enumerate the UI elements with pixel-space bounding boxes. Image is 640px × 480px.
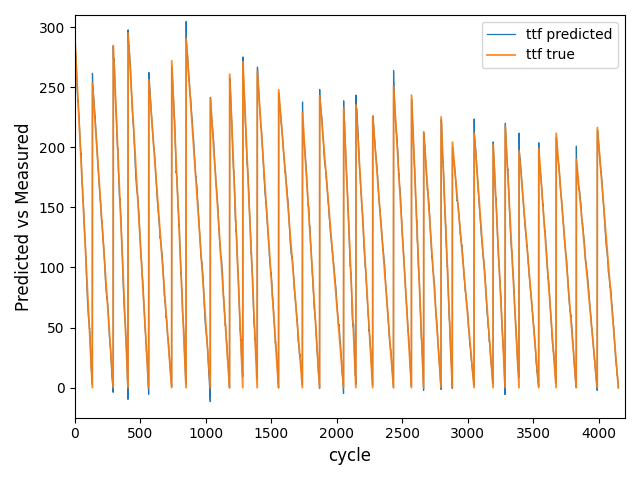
ttf predicted <box>207 399 214 405</box>
ttf true <box>92 121 99 127</box>
ttf predicted <box>92 113 99 119</box>
Y-axis label: Predicted vs Measured: Predicted vs Measured <box>15 122 33 311</box>
ttf true <box>585 290 593 296</box>
ttf predicted <box>614 385 622 391</box>
Legend: ttf predicted, ttf true: ttf predicted, ttf true <box>481 22 618 68</box>
ttf predicted <box>572 382 580 387</box>
Line: ttf predicted: ttf predicted <box>75 22 618 402</box>
ttf predicted <box>414 248 422 254</box>
ttf true <box>574 177 582 182</box>
ttf predicted <box>148 120 156 126</box>
ttf true <box>614 385 622 391</box>
ttf true <box>414 241 422 247</box>
ttf predicted <box>182 19 190 24</box>
Line: ttf true: ttf true <box>75 33 618 388</box>
ttf predicted <box>575 181 582 187</box>
ttf true <box>88 385 96 391</box>
ttf true <box>572 380 580 385</box>
X-axis label: cycle: cycle <box>328 447 371 465</box>
ttf predicted <box>71 25 79 31</box>
ttf predicted <box>585 288 593 294</box>
ttf true <box>148 121 156 127</box>
ttf true <box>71 30 79 36</box>
